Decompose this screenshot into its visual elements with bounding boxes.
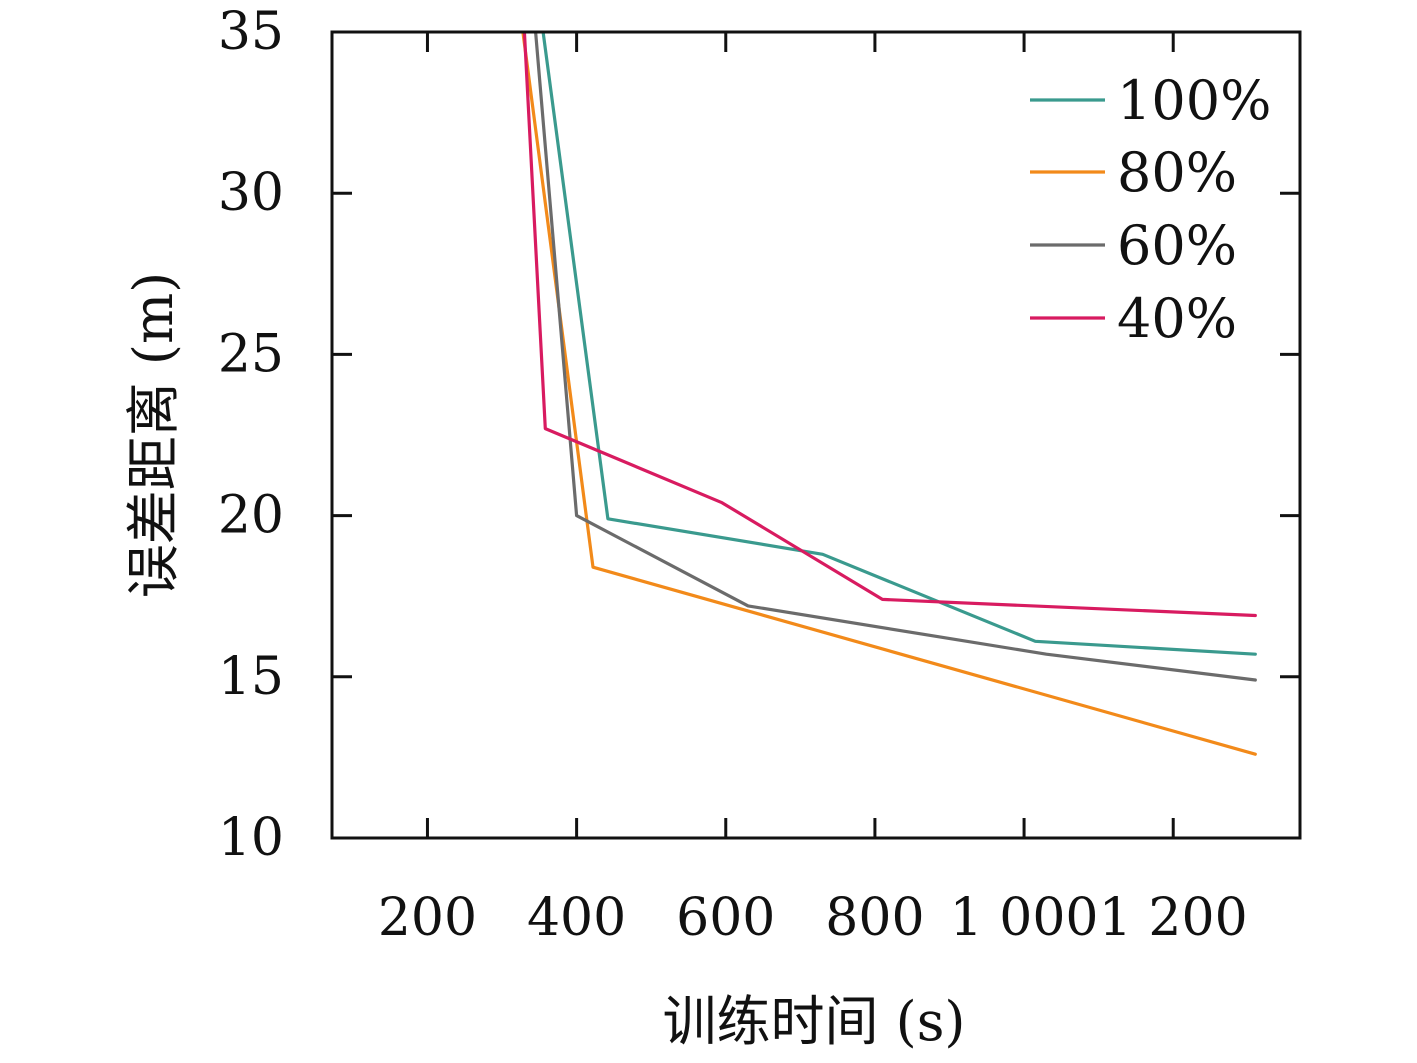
x-tick-label: 600 — [676, 888, 775, 948]
legend-label: 80% — [1117, 141, 1237, 204]
legend: 100% 80% 60% 40% — [1030, 69, 1271, 350]
series-line-80pct — [521, 32, 1257, 756]
x-tick-label: 1 000 — [950, 888, 1099, 948]
y-tick-label: 35 — [218, 2, 284, 62]
x-tick-label: 200 — [378, 888, 477, 948]
x-tick-label: 1 200 — [1099, 888, 1248, 948]
y-tick-label: 20 — [218, 486, 284, 546]
plot-frame — [330, 30, 1302, 840]
series-line-100pct — [541, 32, 1257, 656]
legend-label: 100% — [1117, 69, 1271, 132]
y-tick-label: 25 — [218, 324, 284, 384]
legend-label: 60% — [1117, 214, 1237, 277]
series-layer — [521, 32, 1257, 756]
series-line-40pct — [522, 32, 1257, 618]
axes-layer: 10 15 20 25 30 35 200 400 600 800 1 000 1 200 训练时间 (… — [122, 2, 1302, 1053]
y-tick-label: 10 — [218, 808, 284, 868]
x-tick-label: 400 — [527, 888, 626, 948]
y-axis-title: 误差距离 (m) — [122, 272, 185, 599]
series-line-60pct — [534, 32, 1257, 682]
x-axis-title: 训练时间 (s) — [662, 990, 965, 1053]
x-tick-label: 800 — [825, 888, 924, 948]
y-tick-label: 30 — [218, 163, 284, 223]
legend-label: 40% — [1117, 287, 1237, 350]
y-tick-label: 15 — [218, 647, 284, 707]
